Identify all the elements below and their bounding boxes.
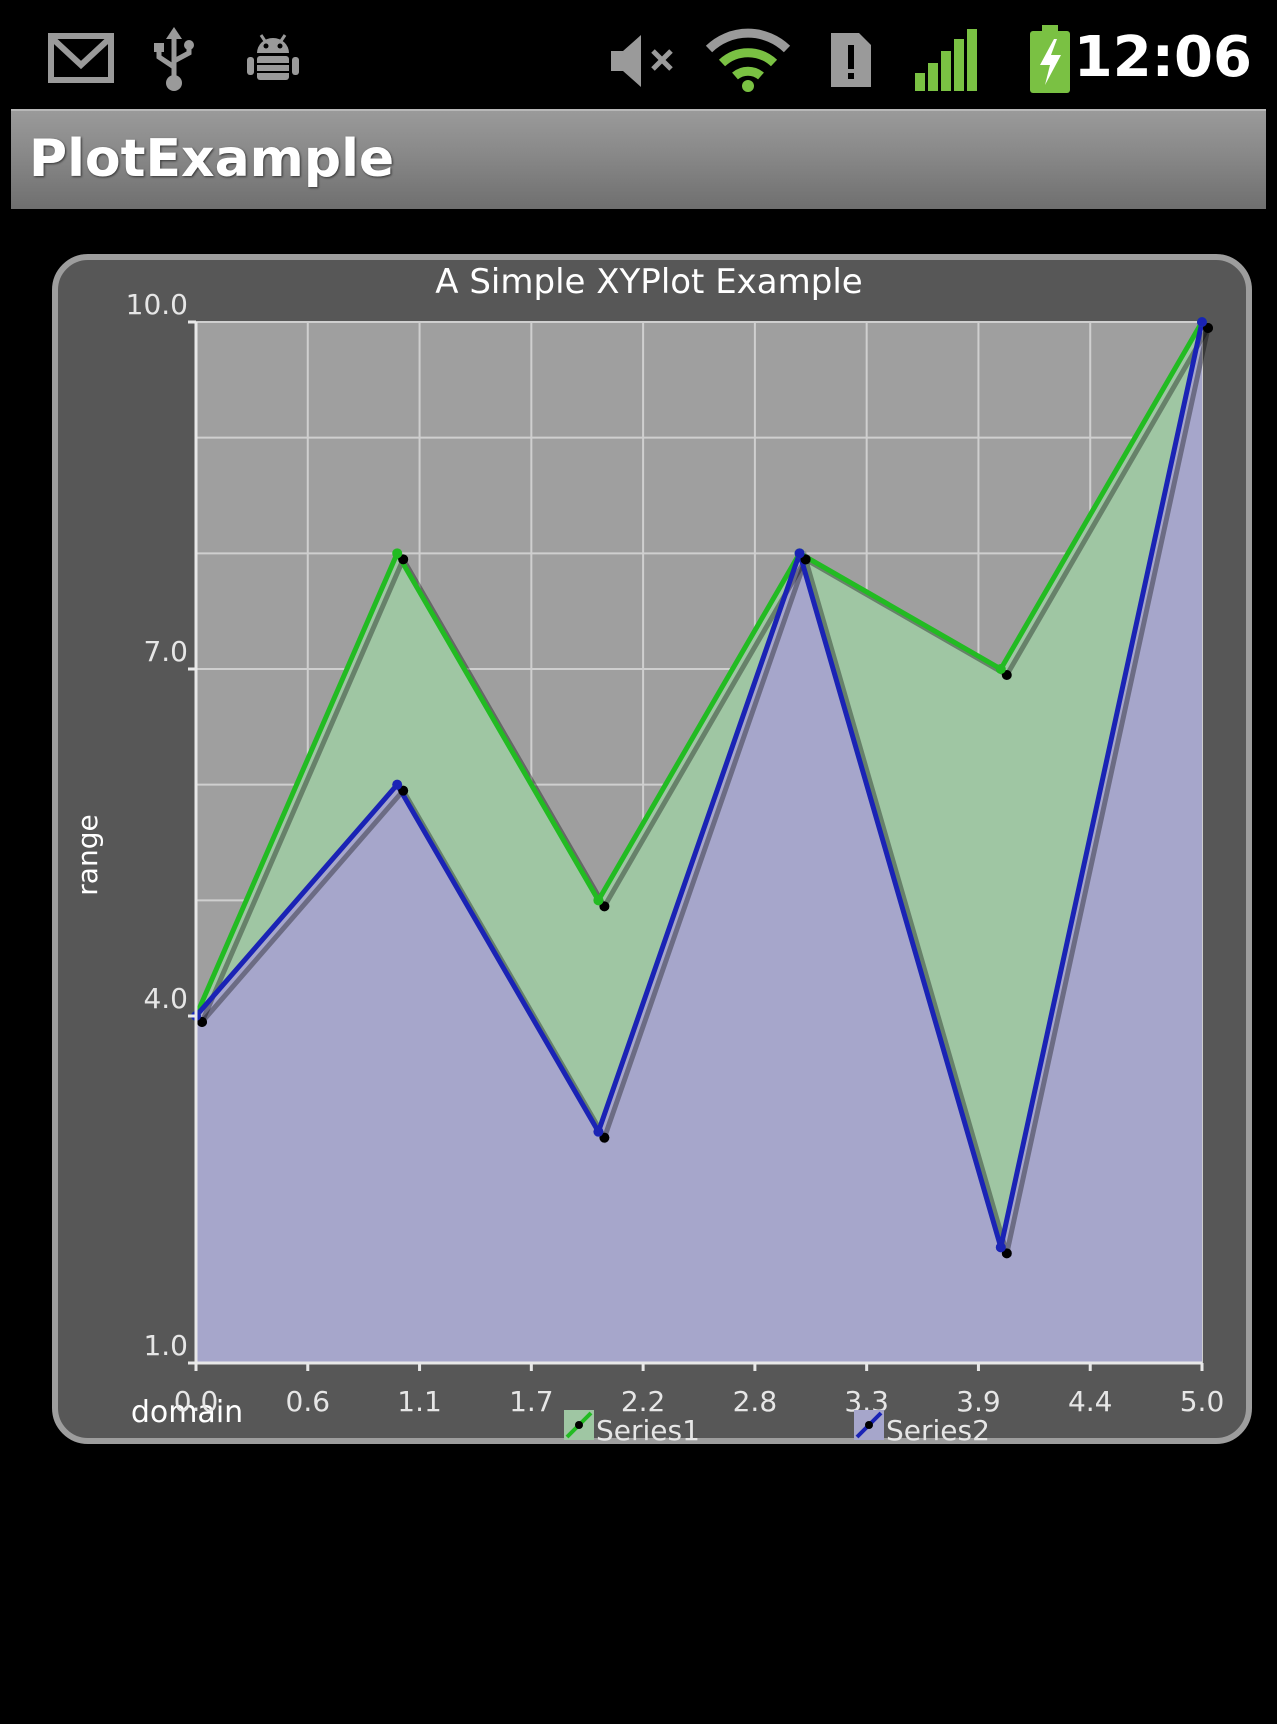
chart-title: A Simple XYPlot Example [435,262,862,302]
series2-point [794,548,805,559]
x-tick-label: 4.4 [1068,1385,1113,1418]
legend-swatch-point [575,1421,583,1429]
x-tick-label: 2.8 [733,1385,778,1418]
series1-line-shadow [199,326,1211,1023]
signal-icon [915,29,977,91]
sim-alert-icon [831,33,871,87]
legend-label-series2: Series2 [886,1414,990,1447]
plot-area: 0.0 0.6 1.1 1.7 2.2 2.8 3.3 3.9 4.4 5.01.04.07.01… [126,288,1225,1447]
x-tick-label: 1.1 [397,1385,442,1418]
x-axis-label: domain [131,1395,243,1430]
legend-swatch-point [865,1421,873,1429]
status-clock: 12:06 [1073,25,1252,90]
volume-muted-icon [611,35,673,87]
usb-icon [154,27,194,91]
y-axis-label: range [71,814,104,895]
y-tick-label: 1.0 [143,1329,188,1362]
app-title: PlotExample [29,129,395,189]
x-tick-label: 0.0 [174,1385,219,1418]
x-tick-label: 1.7 [509,1385,554,1418]
x-tick-label: 0.6 [286,1385,331,1418]
series2-point [1197,317,1207,327]
series2-line [194,321,1205,1250]
gmail-icon [48,33,114,83]
series1-line [193,320,1205,1017]
series2-line-shadow [200,327,1211,1255]
app-title-bar: PlotExample [11,109,1266,209]
xy-plot-chart: A Simple XYPlot Example range domain 0.0… [71,262,1225,1447]
series2-point [593,1126,604,1137]
series2-point [392,779,403,790]
battery-charging-icon [1030,25,1070,93]
device-screen: 12:06 PlotExample A Simple XYPlot Exampl… [11,9,1266,1724]
series1-point [593,895,604,906]
y-tick-label: 10.0 [126,288,188,321]
y-tick-label: 4.0 [143,982,188,1015]
wifi-icon [705,28,791,92]
y-tick-label: 7.0 [143,635,188,668]
x-tick-label: 5.0 [1180,1385,1225,1418]
series2-point [995,1242,1006,1253]
x-tick-label: 2.2 [621,1385,666,1418]
series1-point [392,548,403,559]
series1-point [995,664,1006,674]
legend-label-series1: Series1 [596,1414,700,1447]
android-debug-icon [247,34,299,80]
status-bar: 12:06 [11,9,1266,109]
x-tick-label: 3.9 [956,1385,1001,1418]
